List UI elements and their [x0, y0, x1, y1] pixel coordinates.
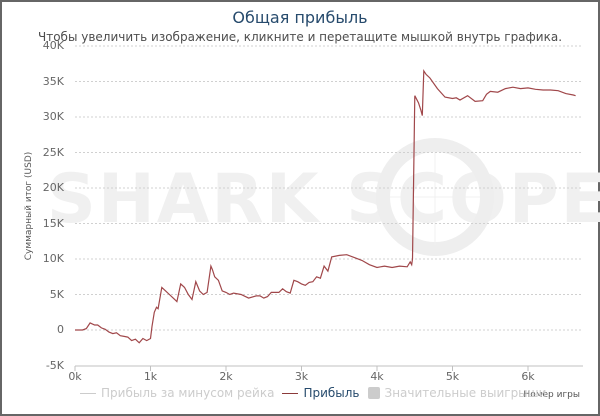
- x-tick-marks: [74, 366, 529, 371]
- legend-item-rake-profit[interactable]: Прибыль за минусом рейка: [80, 386, 274, 400]
- x-tick-label: 1k: [143, 370, 158, 383]
- sharkscope-watermark: SHARK SCOPE: [47, 138, 600, 256]
- x-axis-label: Номер игры: [523, 390, 580, 400]
- x-tick-label: 5k: [445, 370, 460, 383]
- y-tick-label: 5K: [49, 287, 64, 301]
- y-tick-label: -5K: [45, 358, 64, 372]
- y-tick-label: 30K: [42, 110, 64, 123]
- legend-label: Прибыль за минусом рейка: [101, 386, 275, 400]
- legend-item-profit[interactable]: Прибыль: [282, 386, 360, 400]
- chart-title: Общая прибыль: [232, 8, 368, 27]
- legend-box-icon: [367, 387, 380, 399]
- y-tick-label: 40K: [42, 39, 64, 52]
- legend-line-icon: [282, 392, 299, 394]
- chart-subtitle: Чтобы увеличить изображение, кликните и …: [37, 30, 563, 44]
- x-tick-label: 0k: [68, 370, 82, 383]
- x-tick-label: 2k: [219, 370, 233, 383]
- x-tick-label: 3k: [294, 370, 309, 383]
- svg-text:SHARK SCOPE: SHARK SCOPE: [47, 160, 600, 239]
- y-tick-label: 25K: [42, 145, 64, 159]
- x-tick-label: 6k: [521, 370, 535, 383]
- legend-line-icon: [80, 392, 96, 394]
- legend-item-big-wins[interactable]: Значительные выигрыши: [367, 386, 547, 400]
- y-tick-label: 35K: [42, 74, 64, 88]
- y-axis-label: Суммарный итог (USD): [24, 151, 34, 261]
- legend-label: Прибыль: [303, 386, 360, 400]
- profit-line[interactable]: [75, 68, 576, 344]
- x-tick-label: 4k: [370, 370, 384, 383]
- y-tick-label: 15K: [42, 216, 64, 230]
- legend-label: Значительные выигрыши: [384, 386, 547, 400]
- y-tick-label: 10K: [42, 252, 64, 265]
- y-tick-label: 20K: [42, 181, 64, 194]
- y-tick-label: 0: [57, 323, 64, 336]
- grid-lines: [75, 45, 583, 331]
- legend: Прибыль за минусом рейка Прибыль Значите…: [80, 386, 554, 400]
